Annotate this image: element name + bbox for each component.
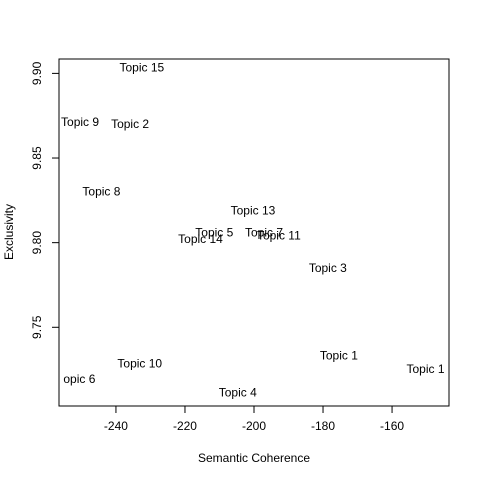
y-tick-label: 9.80: [30, 231, 44, 255]
point-label: Topic 1: [320, 348, 358, 362]
y-tick-label: 9.90: [30, 61, 44, 85]
point-label: opic 6: [63, 372, 95, 386]
point-label: Topic 10: [117, 357, 162, 371]
point-label: Topic 14: [178, 232, 223, 246]
x-tick-label: -160: [380, 419, 404, 433]
x-axis-title: Semantic Coherence: [198, 451, 310, 465]
point-label: Topic 5: [195, 225, 233, 239]
x-tick-label: -200: [242, 419, 266, 433]
y-axis: 9.75 9.80 9.85 9.90: [30, 61, 60, 339]
point-label: Topic 13: [231, 203, 276, 217]
point-label: Topic 1: [407, 362, 445, 376]
y-tick-label: 9.85: [30, 146, 44, 170]
x-axis: -240 -220 -200 -180 -160: [104, 405, 404, 433]
point-label: Topic 9: [61, 115, 99, 129]
y-tick-label: 9.75: [30, 315, 44, 339]
x-tick-label: -180: [311, 419, 335, 433]
point-label: Topic 7: [245, 225, 283, 239]
point-label: Topic 2: [111, 117, 149, 131]
x-tick-label: -240: [104, 419, 128, 433]
point-label: Topic 8: [82, 185, 120, 199]
y-axis-title: Exclusivity: [2, 204, 16, 260]
point-label: Topic 15: [119, 61, 164, 75]
x-tick-label: -220: [173, 419, 197, 433]
point-label: Topic 11: [257, 229, 301, 243]
point-labels: Topic 15 Topic 9 Topic 2 Topic 8 Topic 13 Top…: [61, 61, 445, 400]
point-label: Topic 4: [219, 385, 257, 399]
point-label: Topic 3: [309, 261, 347, 275]
